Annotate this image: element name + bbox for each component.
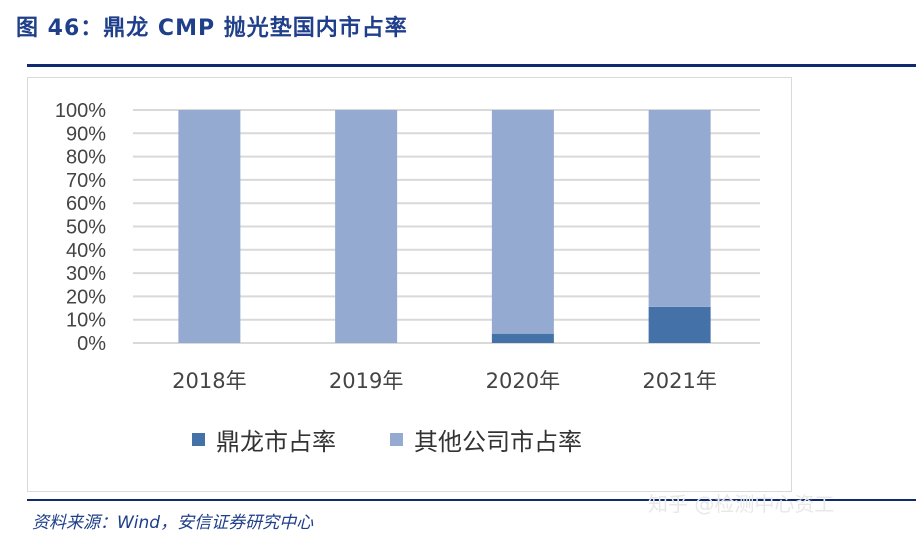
y-tick-label: 70% bbox=[66, 170, 106, 192]
bar-others bbox=[178, 110, 241, 343]
watermark: 知乎 @检测中心资工 bbox=[648, 492, 835, 516]
y-tick-label: 50% bbox=[66, 217, 106, 239]
y-tick-label: 90% bbox=[66, 123, 106, 145]
source-note: 资料来源：Wind，安信证券研究中心 bbox=[32, 513, 314, 533]
x-tick-label: 2020年 bbox=[486, 369, 560, 393]
y-tick-label: 30% bbox=[66, 263, 106, 285]
bar-dinglong bbox=[648, 306, 711, 343]
y-tick-label: 40% bbox=[66, 240, 106, 262]
bar-others bbox=[335, 110, 398, 343]
y-tick-label: 20% bbox=[66, 286, 106, 308]
y-tick-label: 60% bbox=[66, 193, 106, 215]
legend-label: 其他公司市占率 bbox=[414, 428, 582, 456]
figure-title: 图 46：鼎龙 CMP 抛光垫国内市占率 bbox=[16, 16, 408, 41]
x-tick-label: 2021年 bbox=[642, 369, 716, 393]
y-tick-label: 100% bbox=[55, 100, 106, 122]
y-tick-label: 10% bbox=[66, 310, 106, 332]
bottom-rule bbox=[27, 499, 916, 501]
bar-dinglong bbox=[491, 333, 554, 343]
legend-label: 鼎龙市占率 bbox=[216, 428, 336, 456]
bar-others bbox=[648, 110, 711, 307]
chart-frame bbox=[27, 77, 792, 492]
legend-swatch bbox=[390, 433, 403, 446]
y-tick-label: 0% bbox=[77, 333, 106, 355]
bar-others bbox=[491, 110, 554, 334]
legend-swatch bbox=[192, 433, 205, 446]
x-tick-label: 2018年 bbox=[172, 369, 246, 393]
y-tick-label: 80% bbox=[66, 147, 106, 169]
x-tick-label: 2019年 bbox=[329, 369, 403, 393]
title-rule bbox=[27, 64, 916, 67]
